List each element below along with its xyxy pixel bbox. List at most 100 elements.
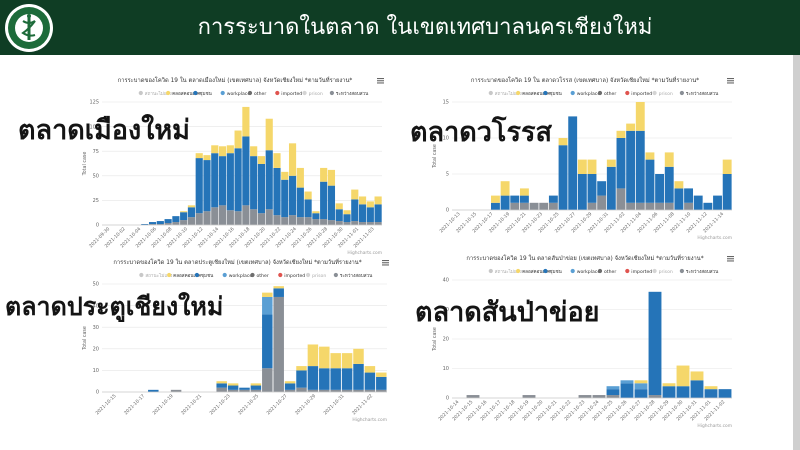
bar-segment[interactable] [491, 195, 500, 203]
bar-segment[interactable] [529, 202, 539, 210]
bar-segment[interactable] [587, 174, 597, 203]
legend-item[interactable]: other [247, 90, 266, 97]
bar-segment[interactable] [704, 389, 718, 398]
chart-menu-icon[interactable] [377, 78, 384, 84]
bar-segment[interactable] [172, 216, 180, 223]
bar-segment[interactable] [141, 224, 149, 225]
legend-item[interactable]: prison [302, 90, 323, 97]
bar-segment[interactable] [606, 166, 616, 210]
bar-segment[interactable] [320, 181, 328, 220]
bar-segment[interactable] [148, 389, 159, 392]
bar-segment[interactable] [645, 202, 655, 210]
legend-item[interactable]: workplace [570, 268, 601, 275]
bar-segment[interactable] [674, 181, 684, 189]
legend-item[interactable]: คลอสคอนเทค [516, 268, 550, 275]
bar-segment[interactable] [304, 191, 312, 200]
bar-segment[interactable] [284, 381, 296, 384]
bar-segment[interactable] [273, 215, 281, 225]
legend-item[interactable]: imported [275, 90, 302, 97]
bar-segment[interactable] [327, 169, 336, 186]
bar-segment[interactable] [620, 383, 634, 398]
bar-segment[interactable] [187, 217, 196, 225]
bar-segment[interactable] [374, 204, 382, 223]
bar-segment[interactable] [645, 159, 655, 203]
bar-segment[interactable] [226, 210, 234, 225]
legend-item[interactable]: ระหว่างสอบสวน [679, 268, 719, 275]
bar-segment[interactable] [164, 223, 172, 225]
bar-segment[interactable] [664, 202, 674, 210]
bar-segment[interactable] [648, 291, 662, 396]
bar-segment[interactable] [265, 150, 273, 210]
bar-segment[interactable] [218, 205, 227, 225]
bar-segment[interactable] [227, 389, 239, 392]
bar-segment[interactable] [250, 209, 258, 225]
bar-segment[interactable] [500, 195, 510, 210]
bar-segment[interactable] [655, 202, 665, 210]
legend-item[interactable]: prison [652, 90, 673, 97]
bar-segment[interactable] [216, 383, 227, 388]
bar-segment[interactable] [226, 145, 234, 154]
chart-menu-icon[interactable] [382, 260, 389, 266]
bar-segment[interactable] [353, 348, 364, 364]
bar-segment[interactable] [234, 211, 242, 225]
bar-segment[interactable] [319, 346, 330, 369]
bar-segment[interactable] [655, 174, 665, 203]
legend-item[interactable]: workplace [220, 90, 251, 97]
bar-segment[interactable] [676, 386, 690, 398]
bar-segment[interactable] [684, 188, 693, 203]
bar-segment[interactable] [703, 202, 713, 210]
legend-item[interactable]: คลอสคอนเทค [167, 272, 201, 279]
bar-segment[interactable] [662, 386, 676, 398]
bar-segment[interactable] [234, 148, 242, 212]
legend-item[interactable]: workplace [222, 272, 253, 279]
bar-segment[interactable] [242, 106, 250, 137]
bar-segment[interactable] [635, 102, 645, 131]
bar-segment[interactable] [577, 159, 587, 174]
bar-segment[interactable] [319, 389, 330, 392]
bar-segment[interactable] [216, 387, 227, 392]
bar-segment[interactable] [180, 211, 188, 213]
bar-segment[interactable] [330, 368, 341, 390]
bar-segment[interactable] [262, 296, 273, 315]
bar-segment[interactable] [216, 381, 227, 384]
legend-item[interactable]: imported [625, 90, 652, 97]
bar-segment[interactable] [522, 395, 536, 398]
bar-segment[interactable] [606, 395, 620, 398]
bar-segment[interactable] [690, 380, 704, 398]
bar-segment[interactable] [374, 222, 382, 225]
bar-segment[interactable] [257, 163, 266, 214]
legend-item[interactable]: ชุมชน [543, 90, 563, 97]
bar-segment[interactable] [351, 221, 359, 225]
legend-item[interactable]: สถานะไม่แจ้ง [488, 268, 522, 275]
bar-segment[interactable] [616, 188, 626, 210]
bar-segment[interactable] [281, 171, 289, 180]
bar-segment[interactable] [676, 365, 690, 387]
bar-segment[interactable] [156, 224, 164, 225]
legend-item[interactable]: imported [625, 268, 652, 275]
bar-segment[interactable] [296, 387, 307, 392]
bar-segment[interactable] [335, 221, 343, 225]
bar-segment[interactable] [558, 145, 568, 210]
bar-segment[interactable] [211, 145, 219, 154]
bar-segment[interactable] [273, 153, 281, 168]
bar-segment[interactable] [577, 174, 587, 210]
bar-segment[interactable] [211, 207, 219, 225]
bar-segment[interactable] [330, 389, 341, 392]
bar-segment[interactable] [620, 380, 634, 384]
bar-segment[interactable] [616, 130, 626, 138]
legend-item[interactable]: ชุมชน [193, 90, 213, 97]
bar-segment[interactable] [312, 211, 320, 214]
bar-segment[interactable] [320, 167, 328, 182]
bar-segment[interactable] [226, 153, 234, 211]
bar-segment[interactable] [164, 219, 172, 224]
bar-segment[interactable] [296, 366, 307, 371]
chart-menu-icon[interactable] [727, 256, 734, 262]
bar-segment[interactable] [343, 210, 351, 215]
bar-segment[interactable] [353, 389, 364, 392]
bar-segment[interactable] [265, 118, 273, 151]
bar-segment[interactable] [635, 130, 645, 203]
bar-segment[interactable] [606, 386, 620, 390]
legend-item[interactable]: other [597, 268, 616, 275]
bar-segment[interactable] [626, 123, 636, 131]
bar-segment[interactable] [713, 195, 722, 210]
